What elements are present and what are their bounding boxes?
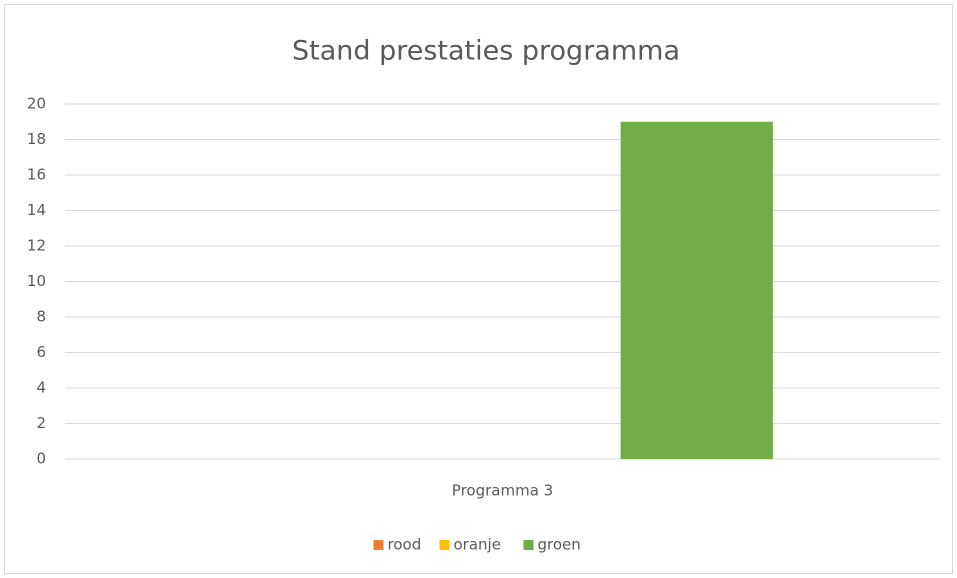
y-tick-label: 4 [36,379,46,397]
legend-swatch [439,540,450,550]
y-tick-label: 2 [36,414,46,432]
y-tick-label: 12 [27,237,46,255]
legend-swatch [523,540,534,550]
y-tick-label: 16 [27,166,46,184]
legend-label: rood [388,536,422,554]
legend-label: groen [538,536,581,554]
y-tick-label: 10 [27,272,46,290]
y-tick-label: 20 [27,95,46,113]
chart-title: Stand prestaties programma [292,36,680,67]
bar [620,121,773,459]
y-tick-label: 14 [27,201,46,219]
y-tick-label: 18 [27,130,46,148]
x-tick-label: Programma 3 [452,482,553,500]
chart-border [4,4,953,574]
legend-label: oranje [454,536,501,554]
y-tick-label: 6 [36,343,46,361]
y-tick-label: 8 [36,308,46,326]
y-tick-label: 0 [36,450,46,468]
legend-swatch [373,540,384,550]
